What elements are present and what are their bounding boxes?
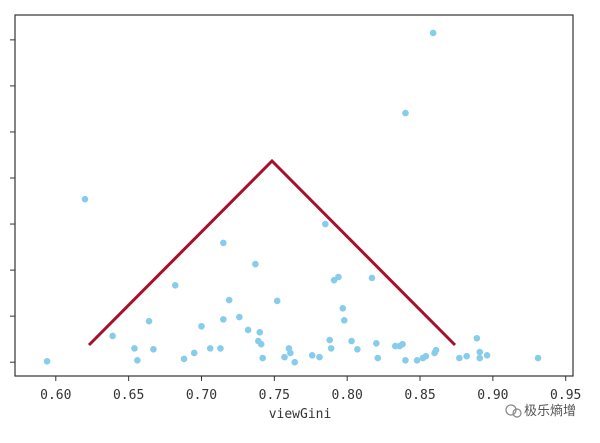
watermark: 极乐熵增 [505,403,576,419]
point [483,351,491,359]
point [322,220,329,228]
x-tick-label: 0.80 [332,388,363,403]
watermark-icon [505,404,517,416]
point [220,239,227,247]
point [198,322,205,330]
point [150,345,157,353]
point [217,345,224,352]
point [252,260,259,268]
point [244,326,252,334]
x-tick-label: 0.85 [404,388,435,403]
point [534,354,542,362]
point [171,281,179,289]
plot-frame [14,14,574,377]
point [422,352,430,360]
point [281,353,288,361]
point [456,354,463,362]
x-tick-label: 0.60 [40,388,71,403]
point [348,337,355,345]
point [180,355,188,363]
point [134,357,141,364]
point [340,316,348,324]
point [220,316,227,323]
point [190,349,198,357]
watermark-text: 极乐熵增 [524,403,576,419]
x-tick-label: 0.95 [550,388,581,403]
watermark-icon [512,408,522,418]
point [402,109,409,117]
point [463,352,470,360]
point [206,345,214,352]
point [429,29,437,37]
point [316,353,323,361]
point [273,297,281,305]
point [339,305,347,312]
point [399,340,406,348]
point [413,357,421,364]
point [256,328,264,336]
point [368,274,376,282]
point [225,296,233,304]
point [257,340,265,348]
point [354,345,361,353]
point [291,358,299,366]
point [473,334,481,342]
point [259,354,266,362]
triangle-annotation [87,158,457,347]
point [81,195,89,203]
point [145,317,153,325]
point [131,345,138,352]
x-tick-label: 0.90 [477,388,508,403]
x-tick-label: 0.65 [113,388,144,403]
x-tick-label: 0.75 [259,388,290,403]
point [43,357,51,365]
point [373,340,380,347]
point [476,354,484,362]
x-tick-label: 0.70 [186,388,217,403]
point [109,332,116,340]
point [287,349,294,357]
point [402,357,409,364]
point [335,273,342,281]
point [374,354,382,362]
point [327,345,335,352]
point [326,336,333,344]
point [432,346,440,354]
x-axis-label: viewGini [269,407,332,422]
point [236,313,243,321]
point [476,348,484,356]
point [308,351,316,359]
